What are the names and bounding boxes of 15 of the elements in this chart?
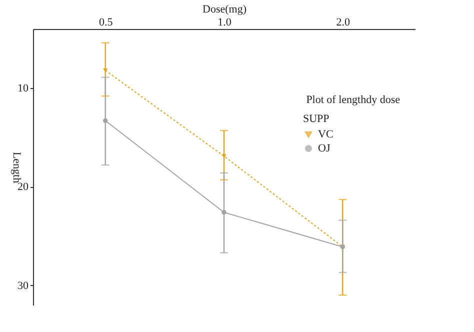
x-axis-title: Dose(mg) <box>202 4 247 16</box>
legend-title: SUPP <box>303 113 330 125</box>
y-tick-label: 30 <box>18 280 29 292</box>
point <box>103 118 108 124</box>
y-tick-label: 10 <box>18 82 29 95</box>
y-tick-label: 20 <box>18 181 29 194</box>
legend-label: OJ <box>318 142 331 154</box>
x-tick-label: 2.0 <box>336 16 351 28</box>
y-axis-title: Length <box>10 152 22 184</box>
point <box>222 210 226 215</box>
legend-label: VC <box>318 128 334 140</box>
text: Plot of lengthdy dose <box>306 94 400 106</box>
x-tick-label: 0.5 <box>98 16 114 28</box>
x-tick-label: 1.0 <box>218 16 232 28</box>
point <box>103 68 108 72</box>
